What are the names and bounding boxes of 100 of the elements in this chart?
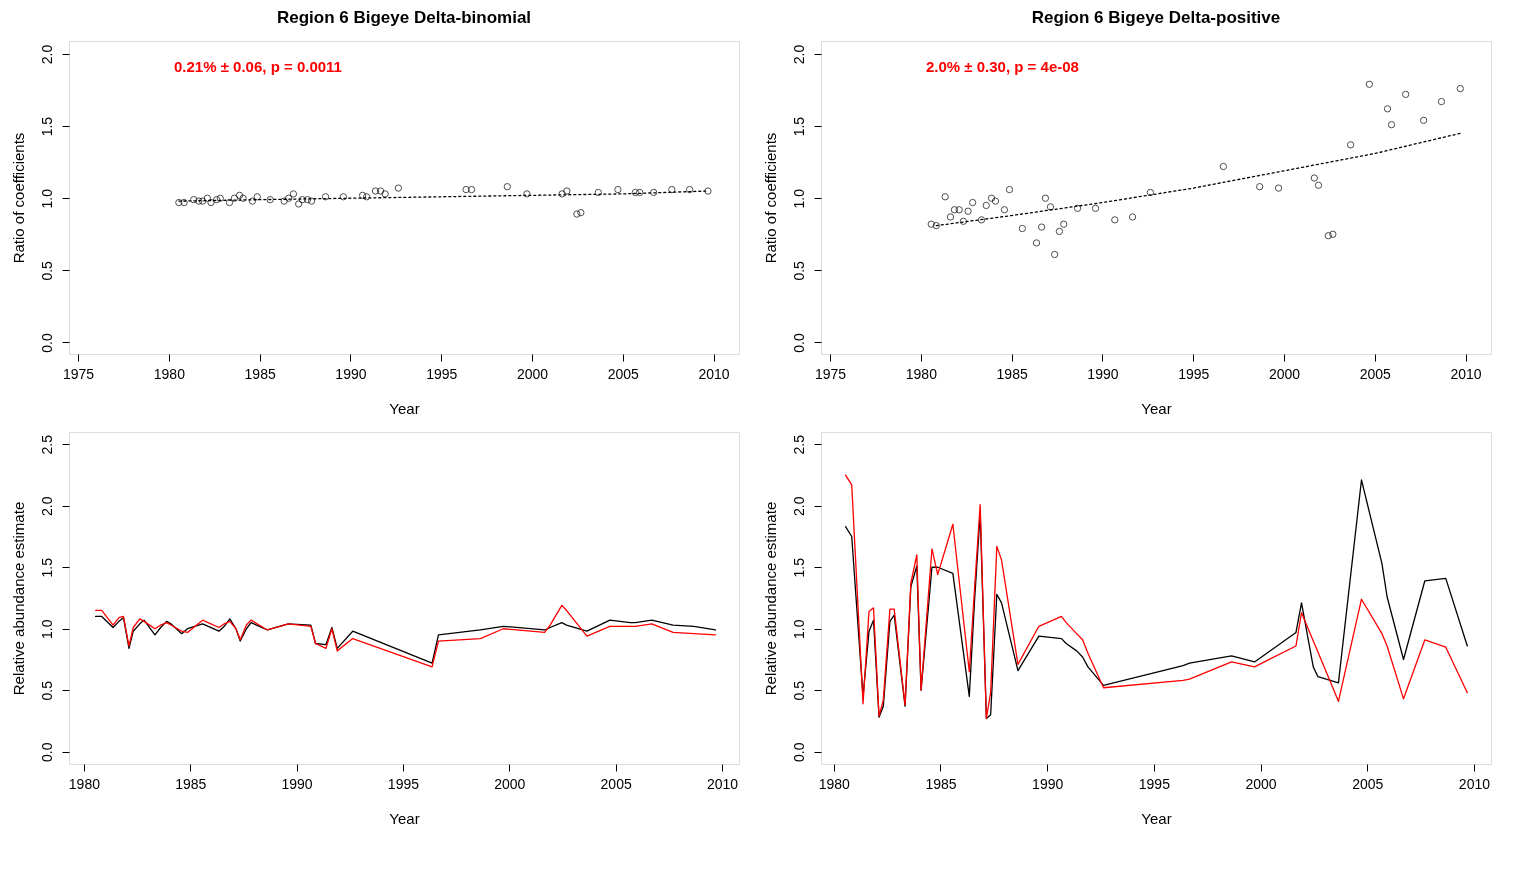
annotation: 0.21% ± 0.06, p = 0.0011 (174, 58, 342, 75)
point (339, 193, 348, 201)
point (376, 187, 385, 195)
point (280, 197, 288, 205)
x-tick-label: 1990 (335, 365, 367, 382)
x-tick-label: 2010 (706, 775, 739, 792)
x-axis-title: Year (1141, 399, 1172, 417)
point (927, 220, 935, 228)
point (235, 191, 244, 199)
point (175, 198, 183, 207)
point (1032, 239, 1041, 247)
x-tick-label: 1990 (281, 775, 313, 792)
point (1456, 84, 1464, 93)
point (941, 193, 949, 201)
point (1037, 223, 1046, 231)
point (523, 190, 531, 198)
x-tick-label: 2005 (1359, 365, 1392, 382)
point (991, 197, 1000, 205)
y-tick-label: 0.5 (38, 260, 55, 281)
point (946, 213, 955, 221)
x-axis-title: Year (1141, 809, 1172, 827)
point (1073, 204, 1082, 212)
y-tick-label: 1.5 (790, 116, 807, 137)
point (1046, 203, 1055, 211)
x-tick-label: 1995 (1138, 775, 1171, 792)
y-tick-label: 0.5 (38, 680, 55, 701)
point (1060, 220, 1068, 228)
x-tick-label: 1985 (175, 775, 207, 792)
point (1314, 181, 1323, 189)
point (195, 197, 203, 205)
y-tick-label: 2.5 (38, 434, 55, 455)
x-tick-label: 1990 (1087, 365, 1119, 382)
x-tick-label: 1975 (815, 365, 847, 382)
point (577, 208, 585, 217)
y-axis-title: Ratio of coefficients (761, 132, 779, 264)
point (1005, 185, 1014, 194)
y-tick-label: 1.0 (790, 188, 807, 209)
point (216, 194, 224, 202)
x-tick-label: 1985 (244, 365, 276, 382)
line-series (94, 604, 717, 668)
x-axis-title: Year (389, 399, 420, 417)
y-axis-title: Ratio of coefficients (9, 132, 27, 264)
point (1018, 224, 1027, 233)
x-tick-label: 1975 (63, 365, 95, 382)
point (1346, 141, 1355, 149)
point (1000, 206, 1009, 214)
point (321, 193, 330, 201)
point (955, 206, 963, 214)
x-axis-title: Year (389, 809, 420, 827)
point (225, 198, 234, 207)
point (636, 188, 644, 197)
x-tick-label: 1990 (1032, 775, 1064, 792)
point (631, 188, 639, 197)
point (207, 198, 215, 207)
x-tick-label: 2010 (698, 365, 730, 382)
point (190, 196, 198, 204)
point (1310, 174, 1318, 182)
point (266, 196, 274, 204)
point (371, 187, 380, 195)
x-tick-label: 1985 (996, 365, 1028, 382)
point (298, 196, 306, 204)
point (1274, 184, 1283, 192)
point (558, 190, 566, 198)
x-tick-label: 2005 (600, 775, 632, 792)
point (1219, 162, 1228, 171)
point (381, 190, 389, 198)
y-tick-label: 2.5 (790, 434, 807, 455)
y-tick-label: 0.0 (790, 742, 807, 762)
y-tick-label: 0.5 (790, 680, 807, 701)
x-tick-label: 2000 (516, 365, 549, 382)
y-tick-label: 2.0 (38, 44, 55, 65)
point (1329, 230, 1337, 238)
point (1365, 80, 1374, 88)
point (1256, 183, 1264, 191)
point (685, 185, 694, 194)
chart-title: Region 6 Bigeye Delta-positive (1031, 8, 1281, 27)
point (594, 188, 602, 197)
point (295, 200, 303, 208)
point (289, 190, 298, 198)
x-tick-label: 2010 (1450, 365, 1482, 382)
x-tick-label: 1995 (426, 365, 458, 382)
point (950, 206, 959, 214)
y-axis-title: Relative abundance estimate (761, 501, 779, 696)
point (1324, 232, 1332, 240)
y-tick-label: 0.0 (38, 742, 55, 762)
y-tick-label: 2.0 (38, 496, 55, 517)
y-tick-label: 2.0 (790, 44, 807, 65)
y-tick-label: 1.0 (38, 619, 55, 639)
point (467, 185, 476, 194)
x-tick-label: 2010 (1458, 775, 1491, 792)
point (1111, 216, 1119, 224)
line-series (94, 615, 717, 664)
y-tick-label: 0.5 (790, 260, 807, 281)
point (180, 198, 188, 207)
point (1051, 250, 1059, 259)
point (668, 185, 676, 194)
point (1091, 204, 1100, 212)
y-tick-label: 1.0 (38, 188, 55, 209)
y-tick-label: 1.5 (790, 557, 807, 578)
x-tick-label: 2000 (494, 775, 526, 792)
